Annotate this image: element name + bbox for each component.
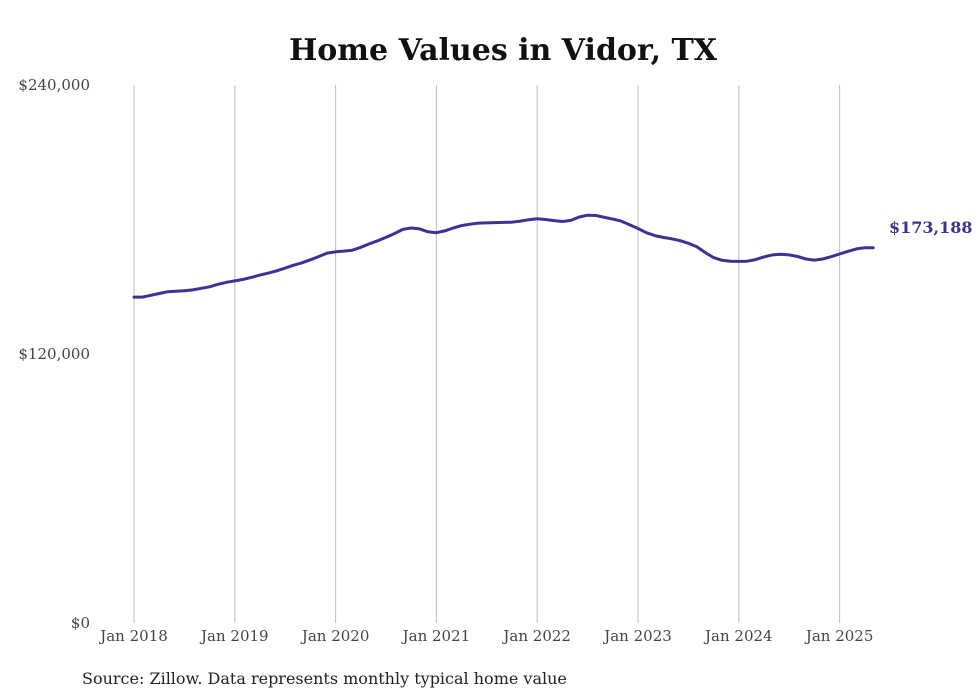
gridlines: [133, 85, 841, 623]
y-tick-label: $120,000: [18, 345, 90, 363]
y-tick-label: $0: [71, 614, 90, 632]
series-line: [132, 213, 875, 299]
y-tick-label: $240,000: [18, 76, 90, 94]
latest-value-label: $173,188: [889, 218, 973, 237]
x-tick-label: Jan 2022: [501, 627, 571, 645]
x-tick-label: Jan 2024: [703, 627, 773, 645]
x-tick-label: Jan 2025: [804, 627, 874, 645]
x-tick-label: Jan 2020: [300, 627, 370, 645]
x-tick-label: Jan 2023: [602, 627, 672, 645]
x-tick-label: Jan 2021: [401, 627, 471, 645]
series-layer: [132, 213, 875, 299]
source-note: Source: Zillow. Data represents monthly …: [82, 669, 567, 688]
y-axis-ticks: $0 $120,000 $240,000: [18, 76, 90, 632]
x-tick-label: Jan 2019: [199, 627, 269, 645]
x-axis-ticks: Jan 2018 Jan 2019 Jan 2020 Jan 2021 Jan 2022…: [98, 627, 873, 645]
chart-title: Home Values in Vidor, TX: [289, 33, 718, 68]
x-tick-label: Jan 2018: [98, 627, 168, 645]
